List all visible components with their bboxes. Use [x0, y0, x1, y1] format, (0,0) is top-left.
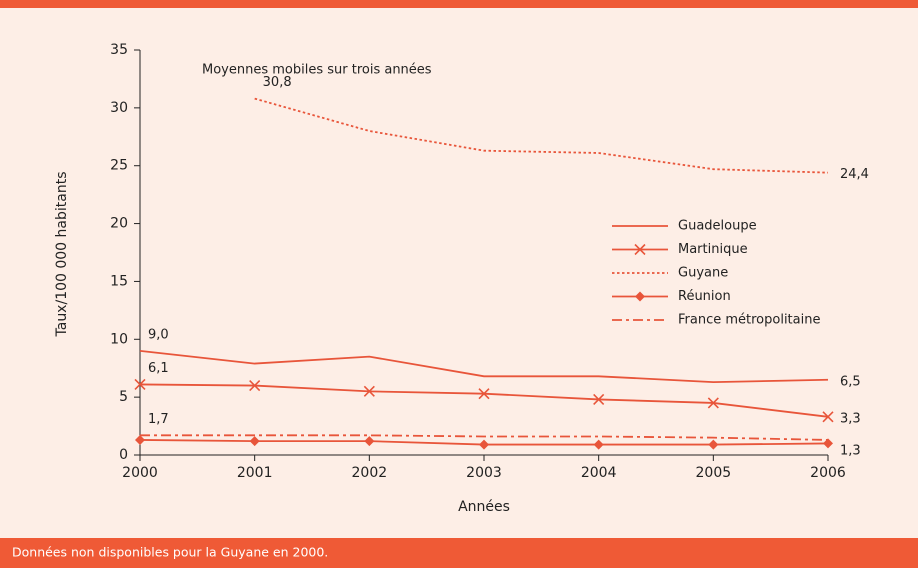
value-label: 6,1	[148, 361, 169, 376]
y-tick-label: 5	[119, 389, 128, 405]
x-tick-label: 2004	[581, 465, 617, 481]
value-label: 3,3	[840, 411, 861, 426]
value-label: 1,7	[148, 412, 169, 427]
value-label: 1,3	[840, 443, 861, 458]
annotation: Moyennes mobiles sur trois années	[202, 63, 432, 78]
y-tick-label: 35	[110, 42, 128, 58]
point-marker	[249, 380, 261, 392]
y-tick-label: 25	[110, 158, 128, 174]
footnote: Données non disponibles pour la Guyane e…	[12, 545, 328, 560]
series-line	[140, 434, 829, 441]
series-line	[254, 97, 829, 174]
point-marker	[135, 434, 145, 445]
point-marker	[478, 388, 490, 400]
legend-label: Guadeloupe	[678, 219, 757, 234]
point-marker	[134, 378, 146, 390]
point-marker	[364, 436, 375, 447]
point-marker	[708, 439, 719, 450]
x-tick-label: 2000	[122, 465, 158, 481]
point-marker	[479, 439, 489, 450]
y-tick-label: 30	[110, 100, 128, 116]
x-tick-label: 2002	[352, 465, 388, 481]
legend-label: France métropolitaine	[678, 313, 820, 328]
y-tick-label: 0	[119, 447, 128, 463]
value-label: 24,4	[840, 167, 869, 182]
x-tick-label: 2006	[810, 465, 846, 481]
legend-label: Guyane	[678, 266, 728, 281]
x-tick-label: 2005	[696, 465, 732, 481]
point-marker	[593, 393, 605, 406]
series-line	[139, 349, 829, 384]
point-marker	[707, 397, 719, 409]
value-label: 6,5	[840, 374, 861, 389]
top-bar	[0, 0, 918, 8]
legend-label: Réunion	[678, 289, 731, 304]
value-label: 9,0	[148, 327, 169, 342]
point-marker	[822, 411, 834, 423]
y-tick-label: 10	[110, 331, 128, 347]
legend-marker	[634, 243, 646, 256]
y-tick-label: 15	[110, 273, 128, 289]
x-tick-label: 2003	[466, 465, 502, 481]
y-tick-label: 20	[110, 216, 128, 232]
y-axis-label: Taux/100 000 habitants	[54, 172, 70, 338]
x-tick-label: 2001	[237, 465, 273, 481]
value-label: 30,8	[263, 75, 292, 90]
point-marker	[823, 438, 833, 449]
x-axis-label: Années	[458, 499, 510, 515]
point-marker	[593, 439, 604, 450]
footer-bar	[0, 538, 918, 568]
legend-label: Martinique	[678, 242, 748, 257]
legend-marker	[635, 291, 645, 302]
point-marker	[249, 436, 260, 447]
point-marker	[363, 385, 375, 397]
